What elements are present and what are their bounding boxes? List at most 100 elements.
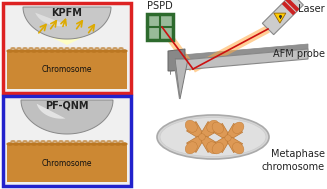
Ellipse shape xyxy=(18,142,26,146)
Ellipse shape xyxy=(90,142,97,146)
Ellipse shape xyxy=(84,142,92,146)
Polygon shape xyxy=(175,59,188,99)
Polygon shape xyxy=(282,1,296,15)
Polygon shape xyxy=(201,122,217,138)
Ellipse shape xyxy=(88,140,94,143)
Ellipse shape xyxy=(207,142,219,154)
Ellipse shape xyxy=(36,142,43,146)
Ellipse shape xyxy=(112,47,118,50)
Ellipse shape xyxy=(54,49,61,53)
Ellipse shape xyxy=(114,49,122,53)
Ellipse shape xyxy=(185,120,197,132)
Polygon shape xyxy=(7,51,127,89)
Ellipse shape xyxy=(100,140,106,143)
Ellipse shape xyxy=(52,140,58,143)
Ellipse shape xyxy=(72,142,79,146)
Ellipse shape xyxy=(28,140,34,143)
Ellipse shape xyxy=(102,49,110,53)
Ellipse shape xyxy=(82,47,88,50)
Polygon shape xyxy=(23,7,111,39)
Ellipse shape xyxy=(157,115,269,159)
Ellipse shape xyxy=(46,140,52,143)
Polygon shape xyxy=(35,13,69,26)
Ellipse shape xyxy=(96,49,104,53)
Ellipse shape xyxy=(66,142,74,146)
Text: Metaphase
chromosome: Metaphase chromosome xyxy=(262,149,325,172)
Ellipse shape xyxy=(43,49,50,53)
Polygon shape xyxy=(170,44,308,61)
Ellipse shape xyxy=(16,47,22,50)
Ellipse shape xyxy=(114,142,122,146)
Polygon shape xyxy=(21,100,113,134)
Ellipse shape xyxy=(232,122,244,133)
Ellipse shape xyxy=(106,140,112,143)
Polygon shape xyxy=(29,7,105,45)
Polygon shape xyxy=(201,136,217,153)
Ellipse shape xyxy=(10,47,16,50)
Ellipse shape xyxy=(108,49,116,53)
Ellipse shape xyxy=(102,142,110,146)
Ellipse shape xyxy=(225,135,231,141)
Bar xyxy=(147,14,173,40)
Polygon shape xyxy=(274,13,286,23)
Polygon shape xyxy=(170,49,308,71)
Ellipse shape xyxy=(40,140,46,143)
Ellipse shape xyxy=(43,142,50,146)
Ellipse shape xyxy=(58,140,64,143)
Polygon shape xyxy=(186,136,203,153)
Ellipse shape xyxy=(54,142,61,146)
Ellipse shape xyxy=(84,49,92,53)
Ellipse shape xyxy=(22,140,28,143)
Ellipse shape xyxy=(82,140,88,143)
Ellipse shape xyxy=(212,122,224,133)
Polygon shape xyxy=(262,0,303,35)
Ellipse shape xyxy=(52,47,58,50)
Text: KPFM: KPFM xyxy=(52,8,82,18)
Ellipse shape xyxy=(7,142,14,146)
Ellipse shape xyxy=(94,47,100,50)
Polygon shape xyxy=(227,137,243,153)
Ellipse shape xyxy=(120,142,128,146)
Ellipse shape xyxy=(118,47,124,50)
Ellipse shape xyxy=(70,47,76,50)
Ellipse shape xyxy=(60,49,68,53)
Ellipse shape xyxy=(70,140,76,143)
Ellipse shape xyxy=(12,142,20,146)
Polygon shape xyxy=(37,104,65,119)
Polygon shape xyxy=(213,137,229,153)
Text: Chromosome: Chromosome xyxy=(42,159,92,167)
Ellipse shape xyxy=(16,140,22,143)
Text: Laser: Laser xyxy=(298,4,325,14)
Polygon shape xyxy=(173,59,180,99)
Ellipse shape xyxy=(100,47,106,50)
Ellipse shape xyxy=(118,140,124,143)
Ellipse shape xyxy=(10,140,16,143)
Ellipse shape xyxy=(18,49,26,53)
Ellipse shape xyxy=(25,142,32,146)
Ellipse shape xyxy=(160,118,266,156)
Ellipse shape xyxy=(232,143,244,154)
Ellipse shape xyxy=(72,49,79,53)
Text: PF-QNM: PF-QNM xyxy=(45,101,89,111)
Ellipse shape xyxy=(90,49,97,53)
Ellipse shape xyxy=(48,49,56,53)
FancyBboxPatch shape xyxy=(3,3,131,93)
Ellipse shape xyxy=(78,142,86,146)
Ellipse shape xyxy=(78,49,86,53)
Ellipse shape xyxy=(12,49,20,53)
Ellipse shape xyxy=(76,47,82,50)
Ellipse shape xyxy=(34,47,40,50)
Ellipse shape xyxy=(22,47,28,50)
Ellipse shape xyxy=(88,47,94,50)
Ellipse shape xyxy=(25,49,32,53)
Ellipse shape xyxy=(48,142,56,146)
Text: PSPD: PSPD xyxy=(147,1,173,11)
Ellipse shape xyxy=(64,47,70,50)
Ellipse shape xyxy=(212,143,224,154)
Ellipse shape xyxy=(36,49,43,53)
Polygon shape xyxy=(186,122,203,138)
FancyBboxPatch shape xyxy=(3,96,131,186)
Ellipse shape xyxy=(106,47,112,50)
Ellipse shape xyxy=(60,142,68,146)
Ellipse shape xyxy=(76,140,82,143)
